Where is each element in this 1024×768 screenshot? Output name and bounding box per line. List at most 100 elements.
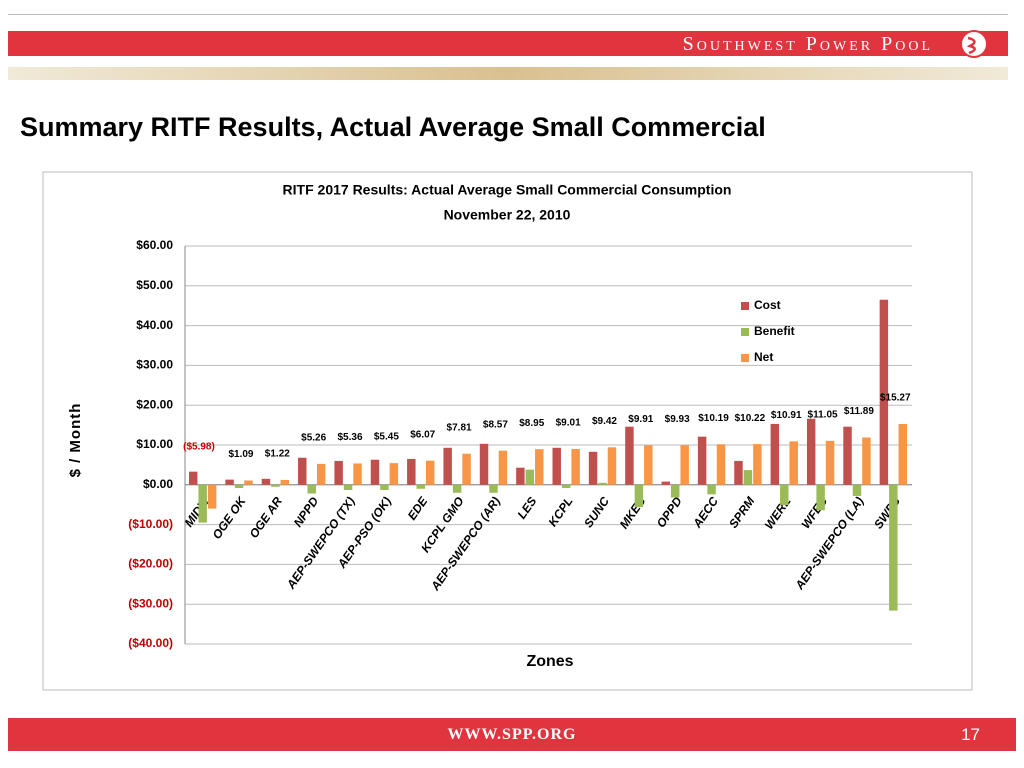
bar	[316, 463, 326, 485]
bar	[670, 484, 680, 498]
bar	[525, 469, 535, 485]
data-label: $1.22	[265, 449, 290, 460]
y-tick-label: ($20.00)	[128, 557, 173, 571]
bar	[625, 426, 634, 485]
bar	[734, 460, 743, 485]
legend-label: Net	[754, 350, 773, 364]
bar	[298, 457, 307, 485]
bar	[816, 484, 825, 511]
bar	[607, 447, 617, 485]
bar	[498, 450, 508, 485]
bar	[479, 443, 489, 485]
bar	[407, 458, 416, 485]
data-label: $5.36	[338, 432, 363, 443]
bar	[697, 436, 707, 485]
bar	[443, 447, 452, 485]
bar	[261, 478, 271, 485]
bar	[334, 460, 343, 485]
bar	[898, 424, 908, 485]
chart-subtitle: November 22, 2010	[444, 207, 571, 223]
y-tick-label: $50.00	[136, 278, 173, 292]
bar	[552, 447, 561, 485]
data-label: $11.05	[808, 409, 838, 420]
y-tick-label: ($10.00)	[128, 517, 173, 531]
bar	[389, 463, 399, 485]
logo	[960, 30, 988, 58]
bar	[588, 451, 598, 485]
page-number: 17	[961, 725, 980, 744]
legend-label: Benefit	[754, 324, 795, 338]
data-label: $9.91	[628, 414, 653, 425]
bar	[198, 484, 207, 523]
y-tick-label: $10.00	[136, 437, 173, 451]
data-label: $9.42	[592, 416, 617, 427]
bar	[207, 484, 217, 509]
bar	[307, 484, 316, 494]
data-label: $9.01	[556, 418, 581, 429]
data-label: $10.91	[771, 410, 802, 421]
bar	[634, 484, 644, 508]
legend-swatch	[741, 302, 749, 310]
legend-label: Cost	[754, 298, 781, 312]
bar	[353, 463, 362, 485]
bar	[825, 440, 835, 485]
bar	[225, 479, 234, 485]
data-label: $5.45	[374, 432, 399, 443]
y-tick-label: $40.00	[136, 318, 173, 332]
y-tick-label: $20.00	[136, 397, 173, 411]
bar	[789, 441, 798, 485]
footer-bar: WWW.SPP.ORG 17	[8, 718, 1016, 751]
bar	[879, 299, 889, 485]
legend-swatch	[741, 328, 749, 336]
y-axis-title: $ / Month	[67, 403, 84, 478]
bar	[343, 484, 353, 490]
x-axis-title: Zones	[526, 653, 573, 670]
bar	[416, 484, 426, 489]
data-label: ($5.98)	[183, 442, 215, 453]
bar	[426, 460, 435, 485]
data-label: $8.95	[519, 418, 544, 429]
bar	[806, 418, 816, 485]
bar	[516, 467, 525, 485]
bar	[889, 484, 898, 611]
data-label: $10.19	[698, 413, 729, 424]
bar	[462, 453, 471, 485]
bar	[234, 484, 244, 488]
bar	[707, 484, 716, 495]
header-bar: Southwest Power Pool	[8, 31, 1008, 56]
data-label: $9.93	[665, 414, 690, 425]
y-tick-label: $30.00	[136, 358, 173, 372]
bar	[370, 459, 380, 485]
chart-title: RITF 2017 Results: Actual Average Small …	[283, 182, 732, 198]
y-tick-label: $0.00	[143, 477, 173, 491]
bar	[770, 423, 780, 485]
bar	[188, 471, 198, 485]
bar	[244, 480, 253, 485]
bar	[852, 484, 862, 496]
bar	[843, 426, 852, 485]
bar	[571, 448, 580, 485]
data-label: $11.89	[844, 406, 874, 417]
slide-title: Summary RITF Results, Actual Average Sma…	[20, 112, 766, 142]
y-tick-label: ($40.00)	[128, 636, 173, 650]
legend-swatch	[741, 354, 749, 362]
bar	[271, 484, 280, 487]
bar	[644, 445, 653, 485]
bar	[598, 482, 607, 485]
bar	[680, 445, 689, 485]
bar	[380, 484, 389, 490]
data-label: $1.09	[228, 449, 253, 460]
divider	[8, 14, 1008, 15]
bar	[716, 444, 726, 485]
bar	[661, 481, 670, 485]
bar	[743, 470, 753, 485]
data-label: $10.22	[735, 413, 766, 424]
bar	[535, 449, 544, 485]
bar	[280, 479, 290, 485]
logo-mark	[966, 36, 976, 55]
footer-url: WWW.SPP.ORG	[447, 726, 577, 743]
data-label: $5.26	[301, 433, 326, 444]
data-label: $8.57	[483, 419, 508, 430]
